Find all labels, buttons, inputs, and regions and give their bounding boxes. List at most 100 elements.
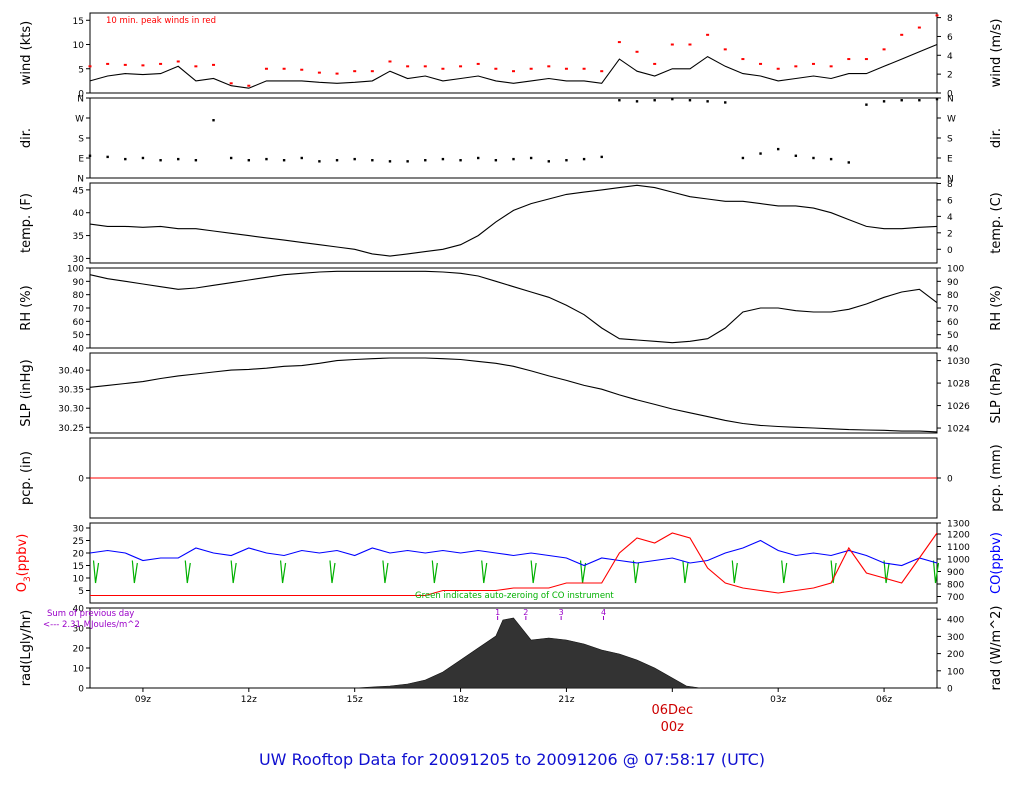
co-zeroing-mark: [932, 560, 940, 584]
wind-dir-point: [529, 156, 533, 160]
wind-speed-line: [89, 43, 938, 89]
right-tick-label-o3co: 700: [947, 593, 964, 603]
left-tick-label-rh: 90: [73, 278, 85, 288]
right-tick-label-temp: 6: [947, 196, 953, 206]
peak-wind-point: [723, 48, 727, 51]
panel-temp: 30 35 40 45 0 2 4 6 8 temp. (F) temp. (C): [19, 180, 1004, 265]
co-zeroing-annotation: Green indicates auto-zeroing of CO instr…: [415, 591, 614, 601]
peak-wind-point: [864, 58, 868, 61]
co-zeroing-mark: [329, 560, 336, 584]
left-tick-label-temp: 30: [73, 255, 85, 265]
co-zeroing-mark: [830, 560, 837, 584]
peak-wind-point: [564, 67, 568, 70]
right-tick-label-o3co: 900: [947, 568, 964, 578]
left-tick-label-rad: 30: [73, 625, 85, 635]
peak-wind-point: [247, 84, 251, 87]
left-tick-label-rh: 50: [73, 331, 85, 341]
right-tick-label-slp: 1030: [947, 357, 970, 367]
wind-dir-point: [918, 99, 921, 102]
right-tick-label-o3co: 1300: [947, 520, 970, 530]
right-tick-label-pcp: 0: [947, 475, 953, 485]
peak-wind-point: [88, 65, 92, 68]
panel-pcp: 0 0 pcp. (in) pcp. (mm): [19, 437, 1004, 519]
ylabel-left-dir: dir.: [19, 128, 34, 148]
co-zeroing-mark: [230, 560, 237, 584]
wind-dir-point: [600, 155, 603, 159]
wind-dir-point: [671, 97, 674, 101]
left-tick-label-o3co: 15: [73, 562, 84, 572]
panel-frame-wind: [89, 12, 938, 94]
peak-wind-point: [811, 62, 815, 65]
ylabel-left-wind: wind (kts): [19, 21, 34, 85]
wind-dir-point: [124, 157, 127, 161]
wind-dir-point: [829, 157, 833, 161]
rad-marker-label: 2: [523, 608, 528, 617]
wind-dir-point: [424, 159, 427, 162]
left-tick-label-wind: 0: [78, 90, 84, 100]
left-tick-label-o3co: 10: [73, 575, 85, 585]
peak-wind-point: [600, 70, 604, 73]
wind-dir-point: [477, 156, 480, 160]
peak-wind-point: [582, 67, 586, 70]
right-tick-label-rad: 400: [947, 616, 964, 626]
wind-dir-point: [194, 159, 198, 162]
peak-wind-point: [935, 14, 939, 17]
wind-dir-point: [141, 156, 145, 160]
peak-wind-point: [635, 50, 639, 53]
peak-wind-point: [617, 41, 621, 44]
peak-wind-point: [123, 63, 127, 66]
wind-dir-point: [935, 97, 939, 101]
wind-dir-point: [177, 157, 180, 161]
peak-wind-point: [264, 67, 268, 70]
panel-frame-dir: [89, 97, 938, 179]
peak-wind-annotation: 10 min. peak winds in red: [106, 16, 216, 26]
wind-dir-point: [335, 159, 339, 162]
peak-wind-point: [776, 67, 780, 70]
co-zeroing-mark: [481, 560, 488, 584]
left-tick-label-o3co: 30: [73, 525, 85, 535]
panel-frame-slp: [89, 352, 938, 434]
wind-dir-point: [353, 157, 356, 161]
right-tick-label-temp: 4: [947, 213, 953, 223]
ylabel-left-o3co: O3(ppbv): [15, 534, 33, 593]
peak-wind-point: [441, 67, 445, 70]
right-tick-label-wind: 8: [947, 14, 953, 24]
co-zeroing-mark: [883, 560, 890, 584]
peak-wind-point: [882, 48, 886, 51]
wind-dir-point: [688, 99, 692, 102]
x-tick-label: 06z: [876, 695, 892, 705]
peak-wind-point: [547, 65, 551, 68]
peak-wind-point: [300, 68, 304, 71]
left-tick-label-rh: 40: [73, 345, 85, 355]
co-zeroing-mark: [131, 560, 138, 584]
peak-wind-point: [512, 70, 515, 73]
wind-dir-point: [706, 100, 709, 103]
right-tick-label-dir: N: [947, 95, 954, 105]
left-tick-label-rad: 40: [73, 605, 85, 615]
wind-dir-point: [265, 157, 268, 161]
x-tick-label: 21z: [558, 695, 574, 705]
peak-wind-point: [829, 65, 833, 68]
ylabel-left-rh: RH (%): [19, 285, 34, 330]
ylabel-right-wind: wind (m/s): [989, 19, 1004, 88]
wind-dir-point: [794, 154, 798, 157]
right-tick-label-rh: 90: [947, 278, 959, 288]
left-tick-label-slp: 30.30: [58, 405, 84, 415]
co-zeroing-mark: [431, 560, 438, 584]
wind-dir-point: [300, 156, 303, 160]
peak-wind-point: [141, 64, 145, 67]
wind-dir-point: [776, 147, 780, 151]
x-tick-label: 09z: [135, 695, 151, 705]
right-tick-label-slp: 1024: [947, 425, 970, 435]
right-tick-label-dir: W: [947, 115, 956, 125]
peak-wind-point: [159, 62, 163, 65]
wind-dir-point: [229, 156, 233, 160]
ylabel-right-rad: rad (W/m^2): [989, 606, 1004, 691]
peak-wind-point: [388, 60, 392, 63]
right-tick-label-dir: N: [947, 175, 954, 185]
wind-dir-point: [900, 99, 903, 102]
peak-wind-point: [335, 72, 339, 75]
peak-wind-point: [229, 82, 233, 85]
wind-dir-point: [565, 159, 568, 162]
